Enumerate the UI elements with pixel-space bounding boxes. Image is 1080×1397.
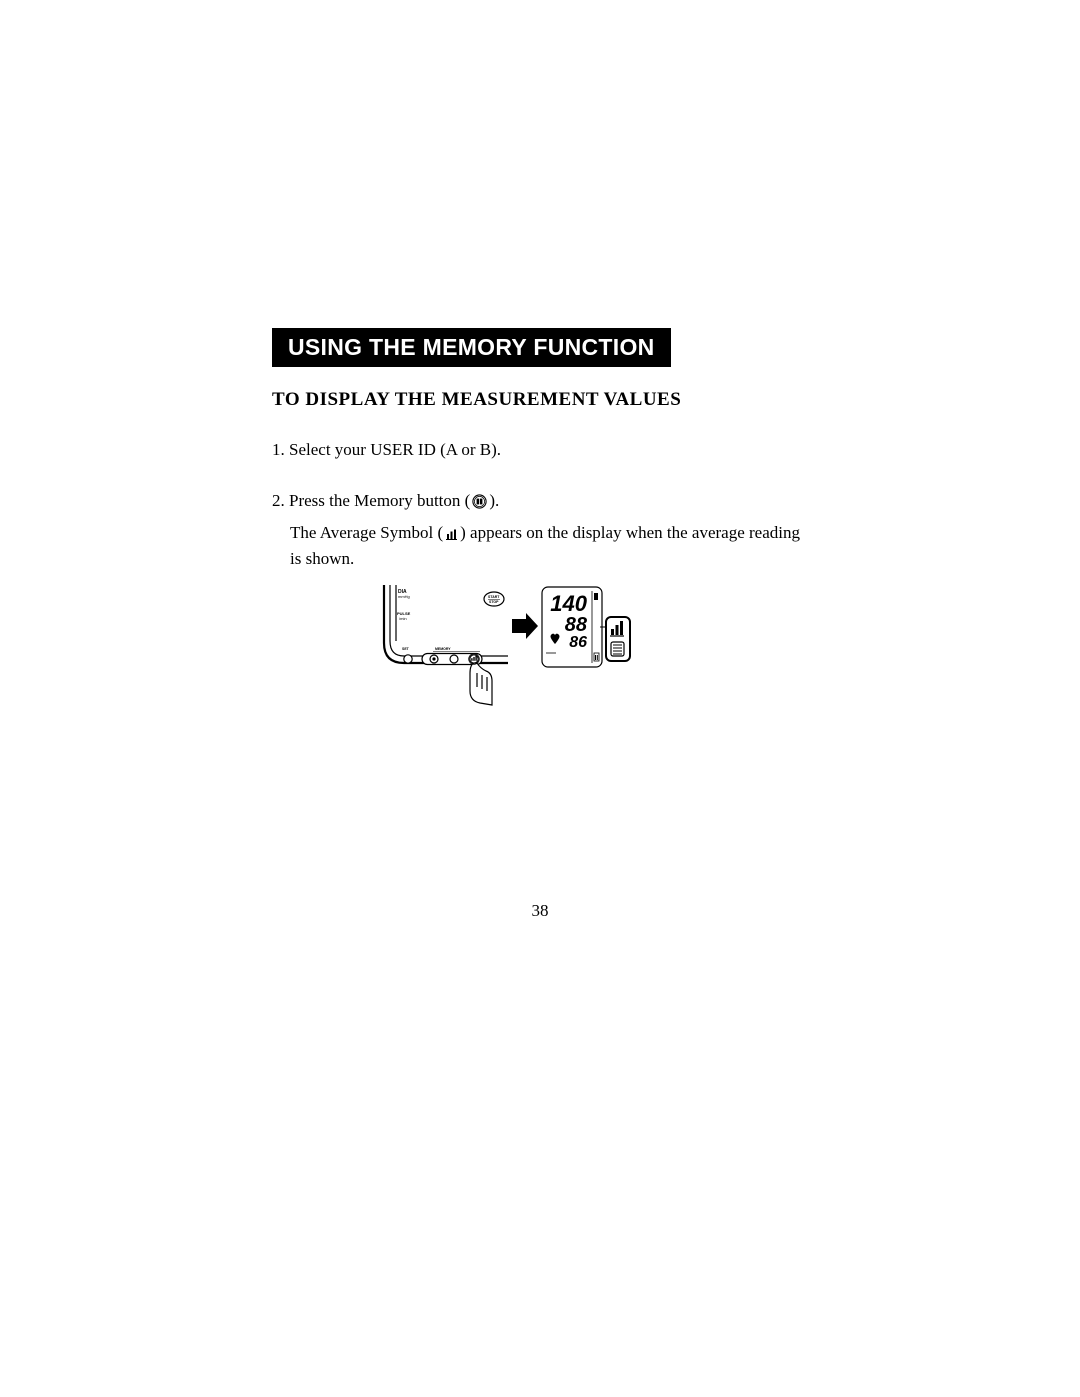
page-number: 38 [0, 901, 1080, 921]
sub-heading: TO DISPLAY THE MEASUREMENT VALUES [272, 389, 880, 411]
step-1: 1. Select your USER ID (A or B). [272, 439, 880, 462]
device-figure: DIA mmHg PULSE /min SET MEMORY [380, 583, 632, 707]
book-icon [611, 642, 624, 656]
lcd-sys: 140 [550, 591, 587, 616]
label-permin: /min [399, 616, 407, 621]
step-2-continuation: The Average Symbol () appears on the dis… [272, 522, 812, 571]
average-symbol-icon [445, 525, 458, 548]
arrow-right-icon [512, 613, 538, 639]
label-stop: STOP [489, 600, 499, 604]
label-start: START [488, 595, 500, 599]
set-button [404, 655, 412, 663]
step-2-text-b: ). [489, 491, 499, 510]
label-set: SET [402, 647, 410, 651]
label-mmhg: mmHg [398, 594, 410, 599]
step-2-text-a: 2. Press the Memory button ( [272, 491, 470, 510]
memory-button-icon [472, 493, 487, 516]
label-memory: MEMORY [435, 647, 451, 651]
lcd-pulse: 86 [569, 634, 587, 651]
step-2: 2. Press the Memory button (). [272, 490, 880, 516]
step-2-cont-a: The Average Symbol ( [290, 523, 443, 542]
section-header: USING THE MEMORY FUNCTION [272, 328, 671, 367]
lcd-dia: 88 [565, 614, 588, 636]
